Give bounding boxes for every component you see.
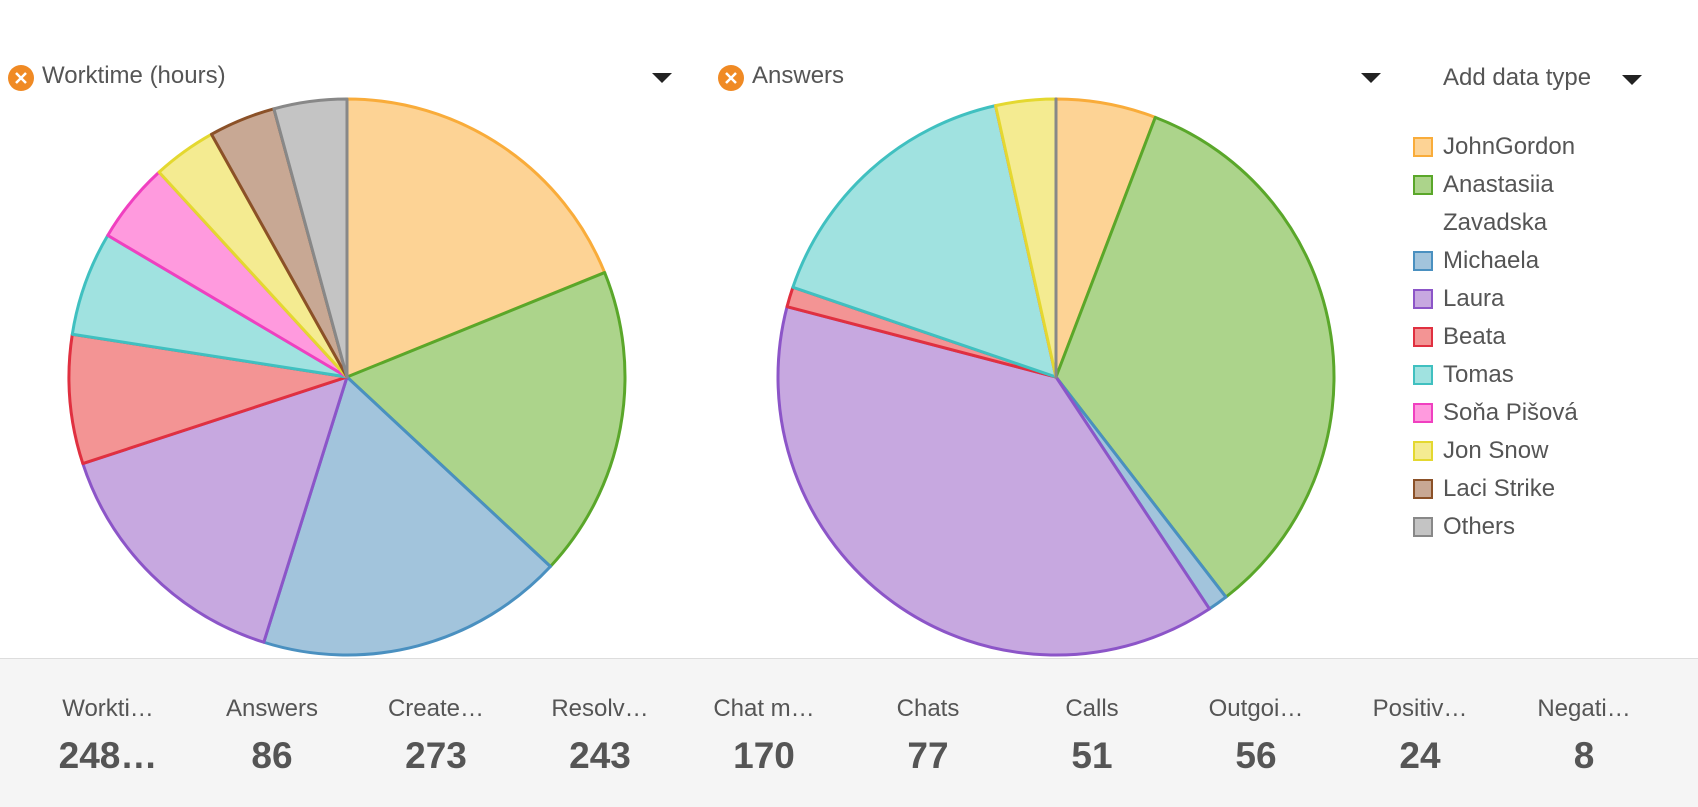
stat-label: Resolv…: [551, 695, 649, 722]
legend-label: Laura: [1443, 285, 1505, 312]
pie-area: [67, 97, 1336, 657]
stat-label: Answers: [225, 695, 319, 722]
pie-slice: [272, 97, 349, 379]
stat-value: 8: [1573, 735, 1595, 776]
legend-item[interactable]: Laura: [1413, 280, 1613, 318]
pie-slice: [791, 104, 1058, 379]
stat-label: Calls: [1065, 695, 1119, 722]
legend-label: Laci Strike: [1443, 475, 1556, 502]
legend-swatch: [1413, 441, 1433, 461]
legend-swatch: [1413, 517, 1433, 537]
pie-slice: [345, 271, 627, 568]
stat-label: Outgoi…: [1208, 695, 1304, 722]
pie-slice: [776, 305, 1211, 657]
stats-bar: Workti… 248… Answers 86 Create… 273 Resolv… 243…: [0, 658, 1698, 807]
legend-swatch: [1413, 137, 1433, 157]
legend-item[interactable]: Jon Snow: [1413, 432, 1613, 470]
legend-swatch: [1413, 327, 1433, 347]
legend-item[interactable]: Michaela: [1413, 242, 1613, 280]
stat-label: Negati…: [1537, 695, 1631, 722]
legend-item[interactable]: Laci Strike: [1413, 470, 1613, 508]
pie-slice: [262, 375, 552, 657]
stat-value: 170: [733, 735, 795, 776]
dropdown-arrow[interactable]: [1622, 75, 1642, 85]
legend-label: Jon Snow: [1443, 437, 1549, 464]
legend-label: Soňa Pišová: [1443, 399, 1578, 426]
legend-item[interactable]: Others: [1413, 508, 1613, 546]
legend-swatch: [1413, 479, 1433, 499]
chart-title: Worktime (hours): [42, 62, 226, 89]
legend-item[interactable]: Anastasiia Zavadska: [1413, 166, 1613, 242]
stat-value: 248…: [58, 735, 158, 776]
stat-label: Workti…: [62, 695, 154, 722]
pie-slice: [1054, 115, 1336, 599]
legend-swatch: [1413, 365, 1433, 385]
stat-value: 24: [1399, 735, 1441, 776]
stat-value: 243: [569, 735, 631, 776]
dropdown-arrow[interactable]: [1361, 73, 1381, 83]
legend: JohnGordon Anastasiia Zavadska Michaela Lau…: [1413, 128, 1613, 546]
stat-value: 86: [251, 735, 293, 776]
stat-label: Chats: [896, 695, 960, 722]
remove-button[interactable]: [718, 65, 744, 91]
legend-item[interactable]: Beata: [1413, 318, 1613, 356]
stat-value: 77: [907, 735, 949, 776]
stat-label: Positiv…: [1372, 695, 1468, 722]
legend-item[interactable]: Tomas: [1413, 356, 1613, 394]
stat-label: Create…: [387, 695, 485, 722]
legend-label: Anastasiia Zavadska: [1443, 171, 1554, 236]
legend-label: JohnGordon: [1443, 133, 1576, 160]
legend-label: Tomas: [1443, 361, 1514, 388]
add-data-type[interactable]: Add data type: [1443, 64, 1592, 91]
legend-item[interactable]: Soňa Pišová: [1413, 394, 1613, 432]
stat-label: Chat m…: [713, 695, 815, 722]
legend-label: Others: [1443, 513, 1516, 540]
stat-value: 51: [1071, 735, 1113, 776]
dropdown-arrow[interactable]: [652, 73, 672, 83]
legend-label: Beata: [1443, 323, 1506, 350]
remove-button[interactable]: [8, 65, 34, 91]
legend-swatch: [1413, 289, 1433, 309]
chart-title: Answers: [752, 62, 845, 89]
stat-value: 56: [1235, 735, 1277, 776]
stat-value: 273: [405, 735, 467, 776]
legend-swatch: [1413, 403, 1433, 423]
legend-label: Michaela: [1443, 247, 1540, 274]
legend-item[interactable]: JohnGordon: [1413, 128, 1613, 166]
legend-swatch: [1413, 175, 1433, 195]
pie-slice: [345, 97, 607, 379]
legend-swatch: [1413, 251, 1433, 271]
